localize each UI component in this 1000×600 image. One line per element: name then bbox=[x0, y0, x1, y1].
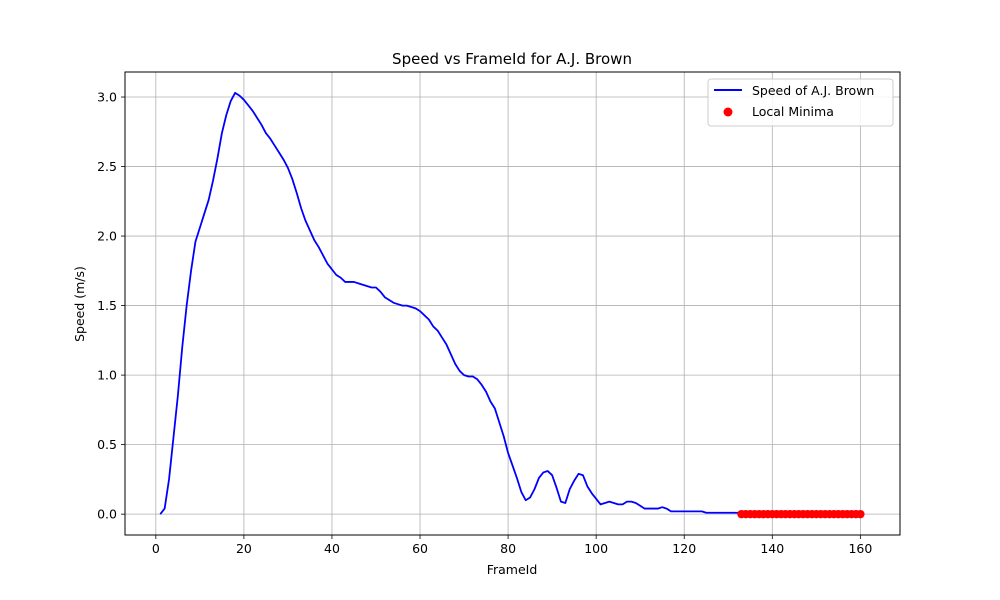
y-axis-label: Speed (m/s) bbox=[72, 266, 87, 342]
y-tick-label: 3.0 bbox=[97, 90, 117, 105]
x-tick-label: 20 bbox=[236, 541, 252, 556]
y-tick-label: 1.5 bbox=[97, 298, 117, 313]
legend-label-minima: Local Minima bbox=[752, 104, 834, 119]
legend: Speed of A.J. Brown Local Minima bbox=[707, 78, 894, 127]
x-tick-label: 160 bbox=[848, 541, 872, 556]
y-tick-label: 2.0 bbox=[97, 229, 117, 244]
plot-area bbox=[125, 72, 900, 535]
legend-label-speed: Speed of A.J. Brown bbox=[752, 83, 874, 98]
legend-marker-swatch bbox=[723, 107, 733, 117]
x-tick-label: 0 bbox=[152, 541, 160, 556]
series-layer bbox=[159, 91, 865, 519]
legend-box bbox=[707, 78, 894, 127]
x-tick-label: 60 bbox=[412, 541, 428, 556]
local-minima-point bbox=[856, 509, 865, 519]
x-axis-label: FrameId bbox=[487, 562, 538, 577]
x-tick-label: 100 bbox=[584, 541, 608, 556]
chart-title: Speed vs FrameId for A.J. Brown bbox=[392, 50, 632, 68]
y-tick-label: 0.0 bbox=[97, 507, 117, 522]
y-tick-label: 2.5 bbox=[97, 159, 117, 174]
x-tick-label: 40 bbox=[324, 541, 340, 556]
x-tick-label: 140 bbox=[760, 541, 784, 556]
x-tick-label: 80 bbox=[500, 541, 516, 556]
plot-frame bbox=[124, 71, 901, 536]
y-tick-label: 0.5 bbox=[97, 437, 117, 452]
x-tick-label: 120 bbox=[672, 541, 696, 556]
axis-ticks: 0 20 40 60 80 100 120 140 160 0.0 0.5 1.0 1.5 2.0 2.5 3… bbox=[97, 90, 872, 556]
y-tick-label: 1.0 bbox=[97, 368, 117, 383]
